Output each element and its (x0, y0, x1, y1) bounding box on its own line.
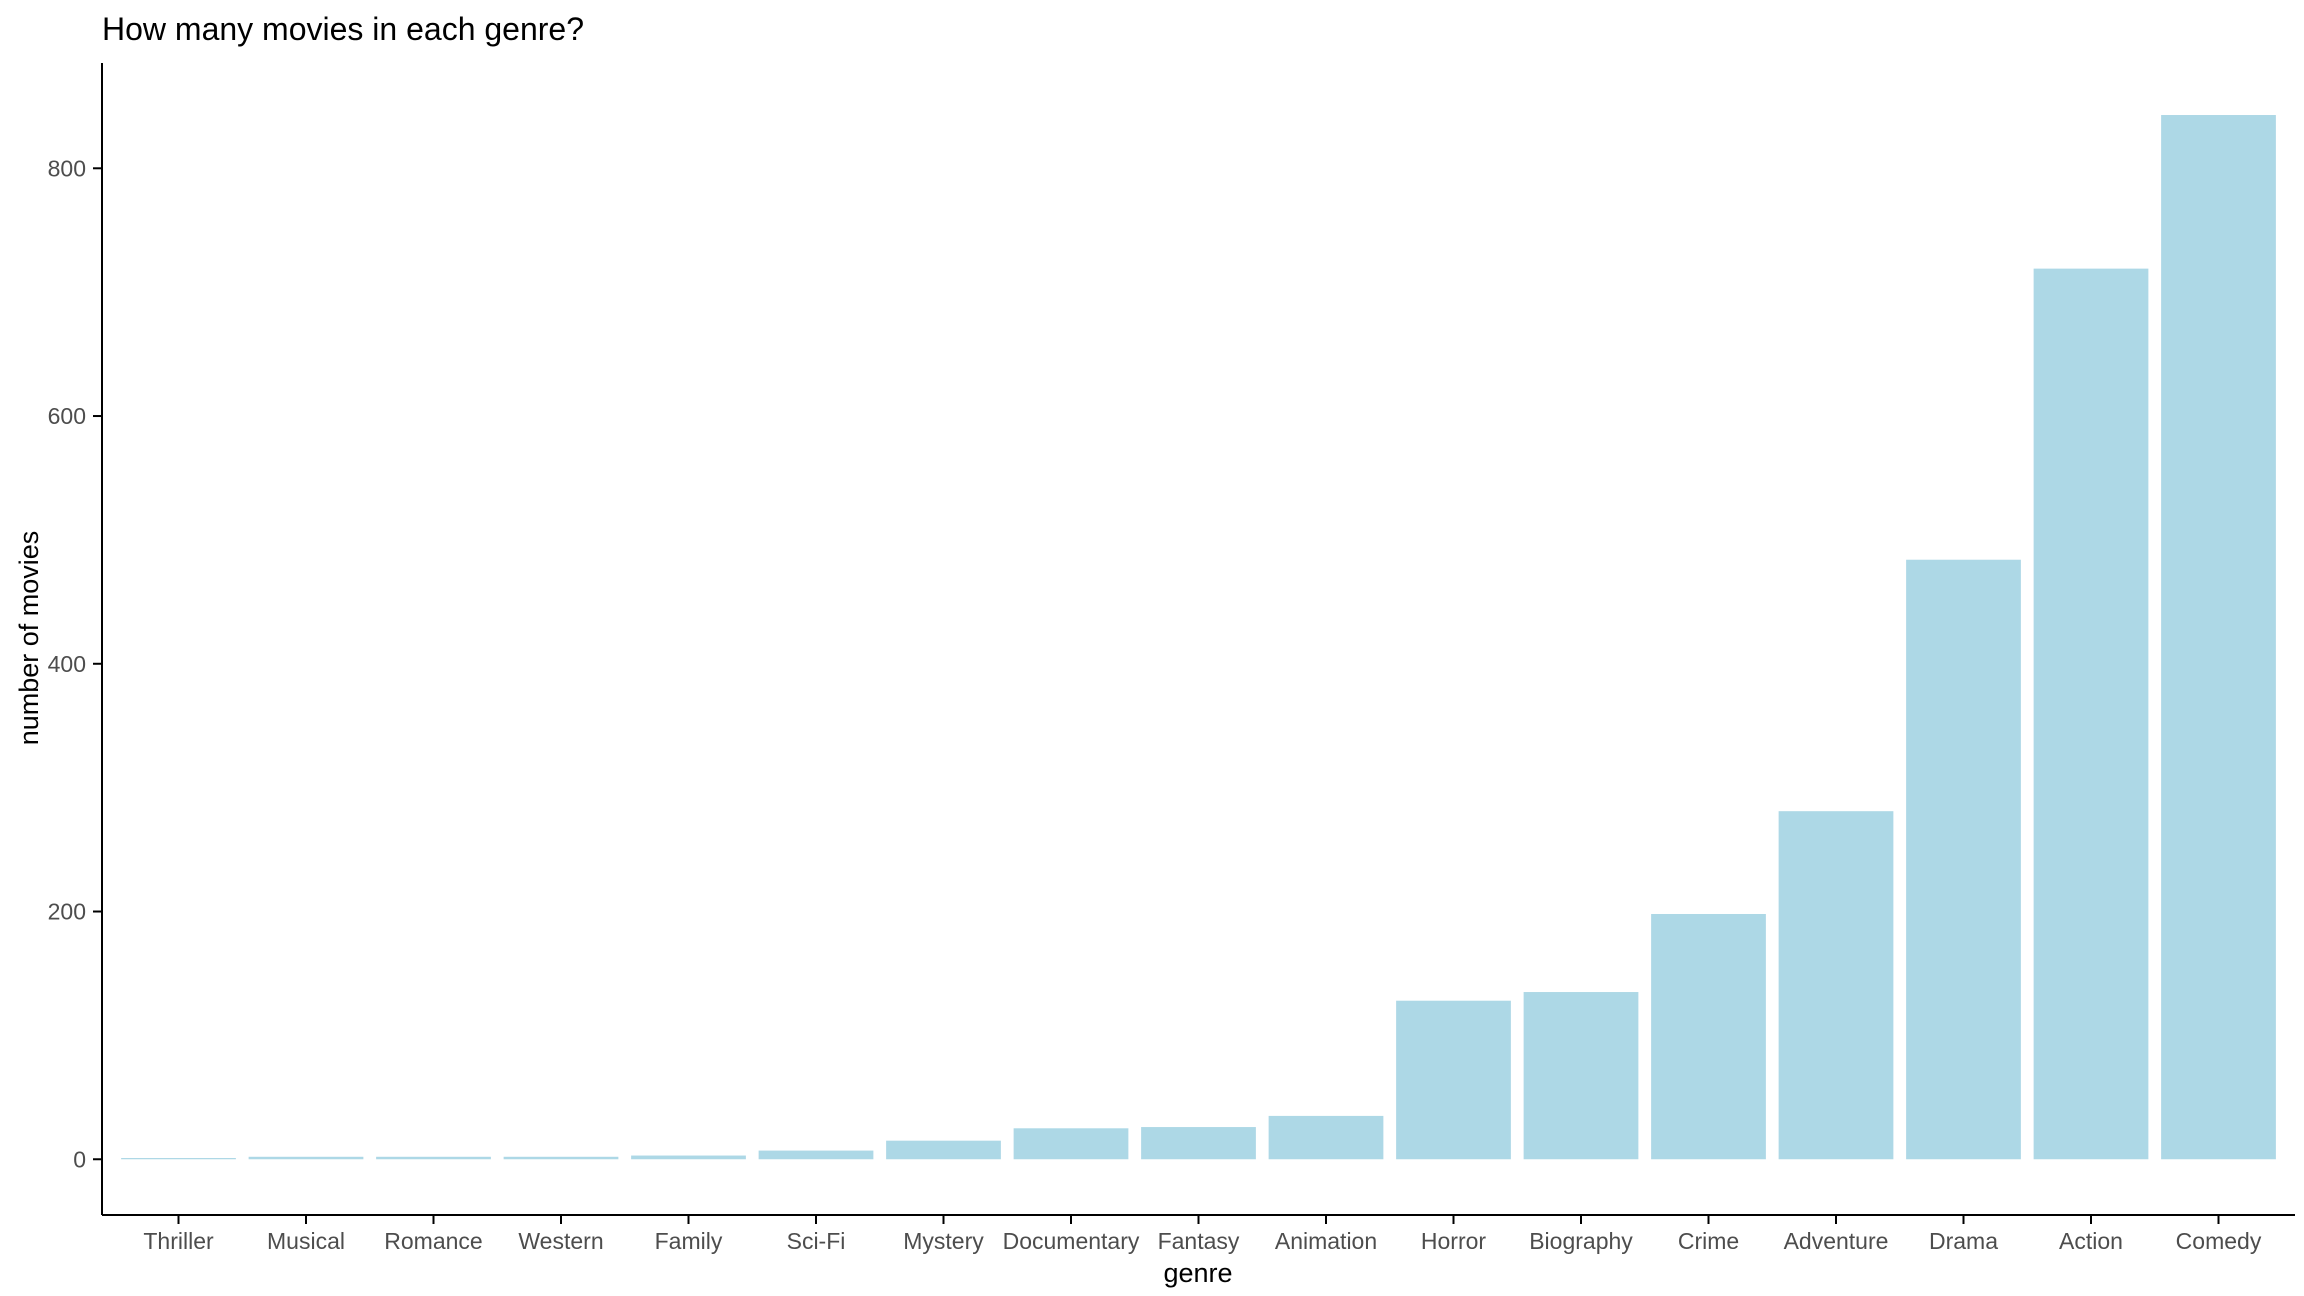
x-tick-label: Romance (384, 1228, 482, 1254)
y-tick-label: 0 (73, 1146, 86, 1172)
x-tick-label: Drama (1929, 1228, 1998, 1254)
x-tick-label: Documentary (1003, 1228, 1140, 1254)
x-axis-label: genre (1163, 1258, 1232, 1288)
x-tick-label: Animation (1275, 1228, 1377, 1254)
bar-documentary (1013, 1128, 1129, 1160)
x-tick-label: Thriller (143, 1228, 214, 1254)
x-tick-label: Sci-Fi (787, 1228, 846, 1254)
bar-romance (376, 1156, 491, 1160)
y-tick-label: 800 (48, 155, 86, 181)
x-tick-label: Fantasy (1158, 1228, 1240, 1254)
bar-fantasy (1141, 1127, 1256, 1160)
bars-group (121, 115, 2276, 1160)
bar-adventure (1778, 811, 1894, 1160)
x-tick-label: Family (655, 1228, 723, 1254)
bar-family (631, 1155, 746, 1160)
bar-western (503, 1156, 619, 1160)
bar-sci-fi (758, 1150, 874, 1160)
x-tick-label: Adventure (1784, 1228, 1889, 1254)
x-tick-label: Mystery (903, 1228, 984, 1254)
x-tick-label: Comedy (2176, 1228, 2262, 1254)
x-tick-label: Musical (267, 1228, 345, 1254)
chart-title: How many movies in each genre? (102, 11, 584, 47)
x-tick-label: Crime (1678, 1228, 1739, 1254)
bar-musical (248, 1156, 364, 1160)
y-axis-ticks: 0 200 400 600 800 (48, 155, 102, 1172)
bar-horror (1396, 1000, 1511, 1160)
x-tick-label: Action (2059, 1228, 2123, 1254)
x-tick-label: Horror (1421, 1228, 1487, 1254)
bar-action (2033, 268, 2149, 1160)
y-axis-label: number of movies (14, 531, 44, 746)
bar-crime (1651, 913, 1766, 1160)
bar-comedy (2161, 115, 2276, 1160)
bar-drama (1906, 559, 2021, 1160)
x-tick-label: Biography (1529, 1228, 1633, 1254)
x-tick-label: Western (518, 1228, 603, 1254)
bar-mystery (886, 1140, 1001, 1160)
bar-biography (1523, 992, 1639, 1160)
bar-animation (1268, 1115, 1384, 1160)
y-tick-label: 400 (48, 651, 86, 677)
x-axis-ticks: Thriller Musical Romance Western Family Sci-F… (143, 1215, 2262, 1254)
bar-thriller (121, 1158, 236, 1160)
y-tick-label: 600 (48, 403, 86, 429)
y-tick-label: 200 (48, 899, 86, 925)
